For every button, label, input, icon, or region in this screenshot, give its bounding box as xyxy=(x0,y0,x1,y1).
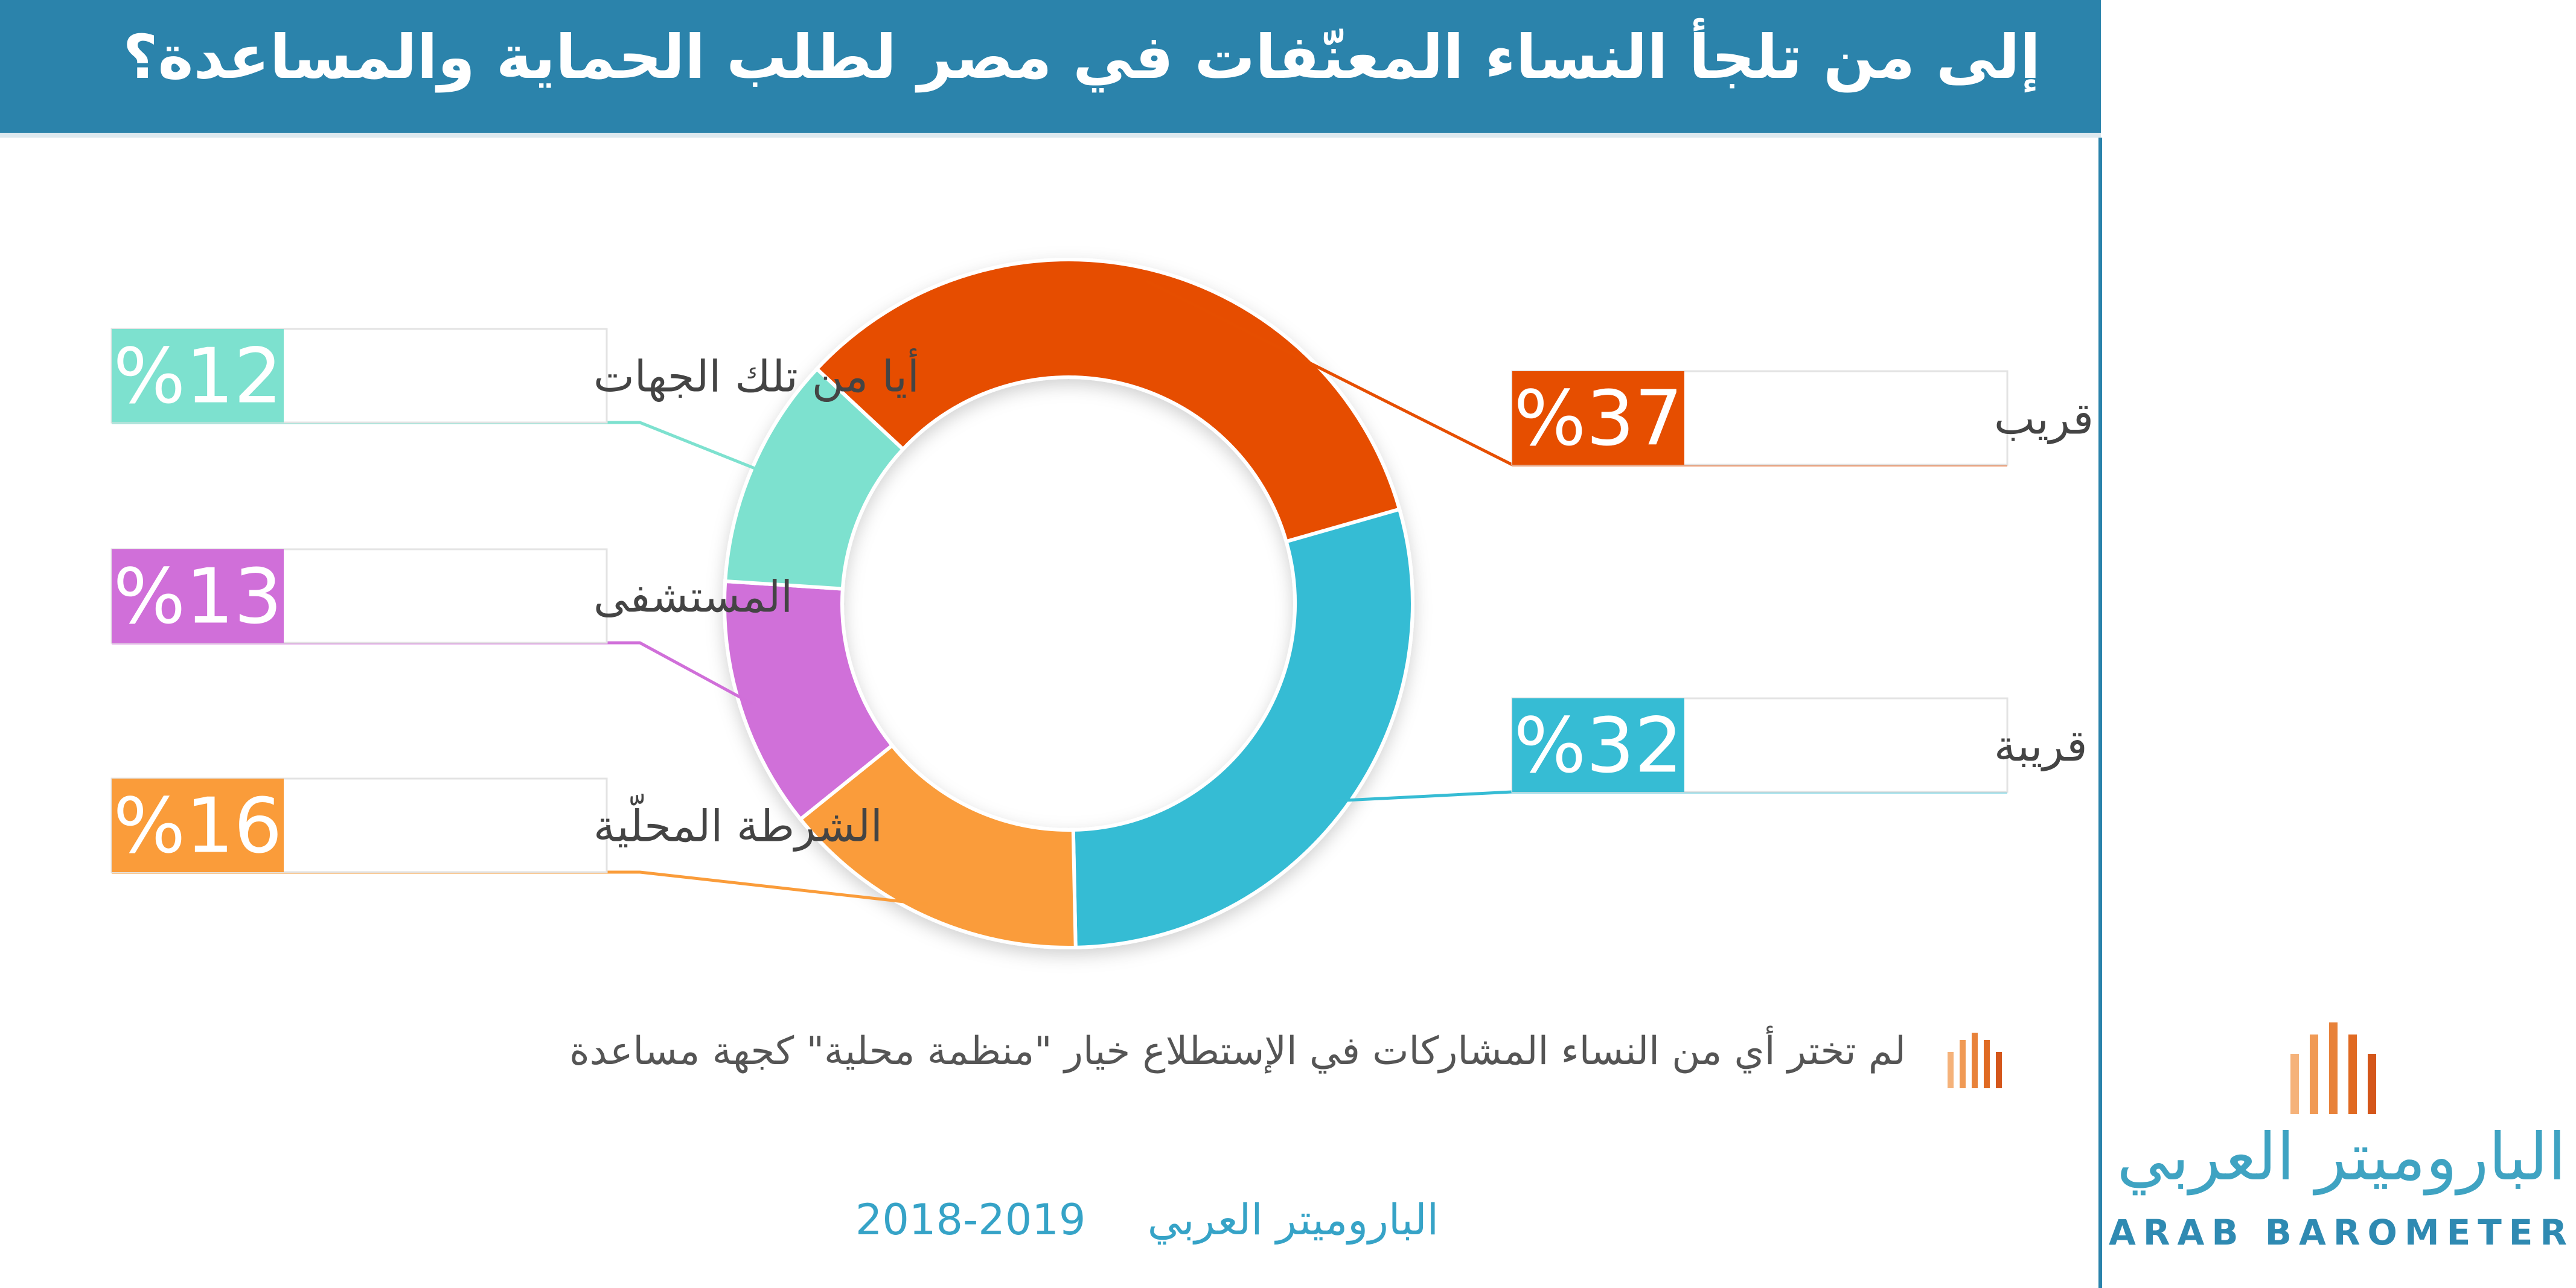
data-label-0: %37 xyxy=(1513,374,1683,463)
pie-slice-2 xyxy=(797,742,1078,949)
footer-source: الباروميتر العربي 2019-2018 xyxy=(785,1195,1509,1245)
label-pct-bg-1 xyxy=(1512,698,1684,792)
category-label-4: أيا من تلك الجهات xyxy=(593,348,919,403)
label-pct-bg-4 xyxy=(112,329,284,422)
pie-slice-0 xyxy=(814,258,1402,544)
right-divider xyxy=(2098,138,2102,1288)
category-label-1: قريبة xyxy=(1994,721,2088,772)
data-label-2: %16 xyxy=(113,782,282,870)
category-label-0: قريب xyxy=(1994,394,2094,445)
pie-slice-1 xyxy=(1071,507,1415,949)
leader-line-4 xyxy=(112,421,765,474)
leader-line-3 xyxy=(112,641,753,706)
data-label-3: %13 xyxy=(113,552,282,641)
logo-arabic: الباروميتر العربي xyxy=(2117,1120,2566,1195)
note-text: لم تختر أي من النساء المشاركات في الإستط… xyxy=(569,1029,1906,1074)
title-bar: إلى من تلجأ النساء المعنّفات في مصر لطلب… xyxy=(0,0,2101,138)
label-pct-bg-3 xyxy=(112,549,284,643)
leader-line-1 xyxy=(1335,790,2007,803)
label-pct-bg-0 xyxy=(1512,371,1684,465)
footer-years: 2019-2018 xyxy=(855,1195,1086,1245)
logo-bars-icon xyxy=(2290,1022,2376,1114)
category-label-3: المستشفى xyxy=(593,572,793,622)
label-pct-bg-2 xyxy=(112,779,284,872)
logo-english: ARAB BAROMETER xyxy=(2108,1212,2575,1253)
category-label-2: الشرطة المحلّية xyxy=(593,794,883,852)
data-label-1: %32 xyxy=(1513,701,1683,790)
leader-line-2 xyxy=(112,870,928,906)
data-label-4: %12 xyxy=(113,332,282,421)
pie-slice-4 xyxy=(723,366,906,591)
bars-icon xyxy=(1948,1033,2002,1088)
footer-source-name: الباروميتر العربي xyxy=(1147,1195,1439,1245)
page-title: إلى من تلجأ النساء المعنّفات في مصر لطلب… xyxy=(123,22,2041,92)
